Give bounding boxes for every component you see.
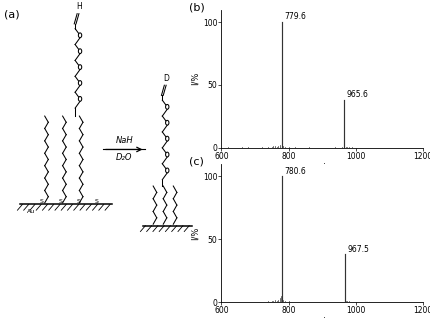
Text: D₂O: D₂O [116,153,132,162]
Y-axis label: I/%: I/% [191,226,200,240]
Text: S: S [94,198,98,204]
Circle shape [166,152,169,157]
Text: 779.6: 779.6 [284,12,306,22]
Circle shape [78,81,82,85]
Text: (b): (b) [189,3,205,13]
Text: (c): (c) [189,157,204,167]
Circle shape [166,136,169,141]
Text: S: S [58,198,62,204]
Circle shape [166,121,169,125]
Text: 967.5: 967.5 [347,245,369,254]
Circle shape [78,97,82,101]
Circle shape [78,49,82,54]
Text: NaH: NaH [115,136,133,145]
Circle shape [166,168,169,173]
Text: 780.6: 780.6 [284,167,306,176]
Text: (a): (a) [4,10,20,19]
Circle shape [78,65,82,69]
Circle shape [166,104,169,109]
Text: 965.6: 965.6 [347,90,369,100]
Text: Au: Au [27,209,35,214]
Text: S: S [76,198,80,204]
Text: S: S [40,198,43,204]
Text: D: D [164,74,169,83]
X-axis label: m/z: m/z [314,317,330,318]
Y-axis label: I/%: I/% [191,72,200,86]
X-axis label: m/z: m/z [314,162,330,171]
Circle shape [78,33,82,38]
Text: H: H [77,2,82,11]
